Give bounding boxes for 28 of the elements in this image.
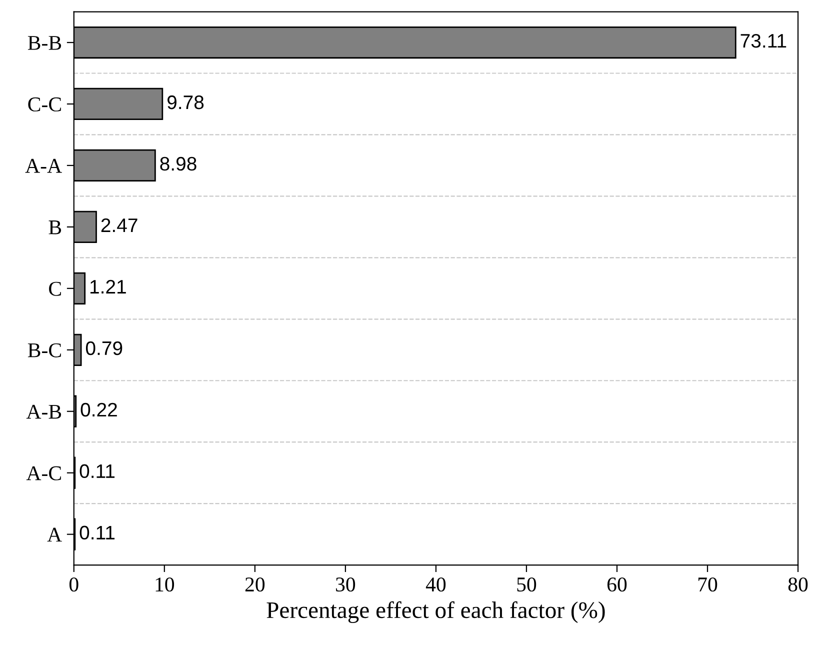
y-tick-label: B	[48, 220, 62, 234]
x-tick-label: 40	[426, 577, 446, 592]
data-label: 0.11	[80, 526, 115, 540]
data-label: 8.98	[160, 156, 196, 171]
y-tick-label: B-B	[28, 36, 62, 50]
x-tick-label: 80	[788, 577, 808, 592]
data-label: 73.11	[740, 34, 786, 48]
x-axis-title: Percentage effect of each factor (%)	[266, 601, 605, 624]
data-label: 1.21	[90, 280, 126, 294]
x-tick-label: 70	[698, 577, 718, 592]
data-label: 0.22	[80, 402, 117, 417]
y-tick-label: C-C	[28, 97, 61, 112]
x-tick-label: 20	[245, 577, 265, 592]
y-tick-label: A	[47, 528, 62, 542]
y-tick-label: A-C	[26, 466, 61, 480]
y-tick-label: B-C	[28, 343, 61, 358]
data-label: 9.78	[167, 95, 204, 110]
x-tick-label: 50	[517, 577, 536, 592]
x-tick-label: 0	[69, 577, 78, 592]
data-label: 2.47	[101, 218, 138, 232]
y-tick-label: A-B	[26, 404, 62, 419]
data-label: 0.79	[86, 341, 122, 356]
y-tick-label: A-A	[25, 158, 62, 173]
x-tick-label: 10	[156, 577, 174, 592]
y-tick-label: C	[49, 282, 61, 296]
data-label: 0.11	[80, 464, 115, 478]
x-tick-label: 60	[607, 577, 627, 592]
x-tick-label: 30	[336, 577, 356, 592]
